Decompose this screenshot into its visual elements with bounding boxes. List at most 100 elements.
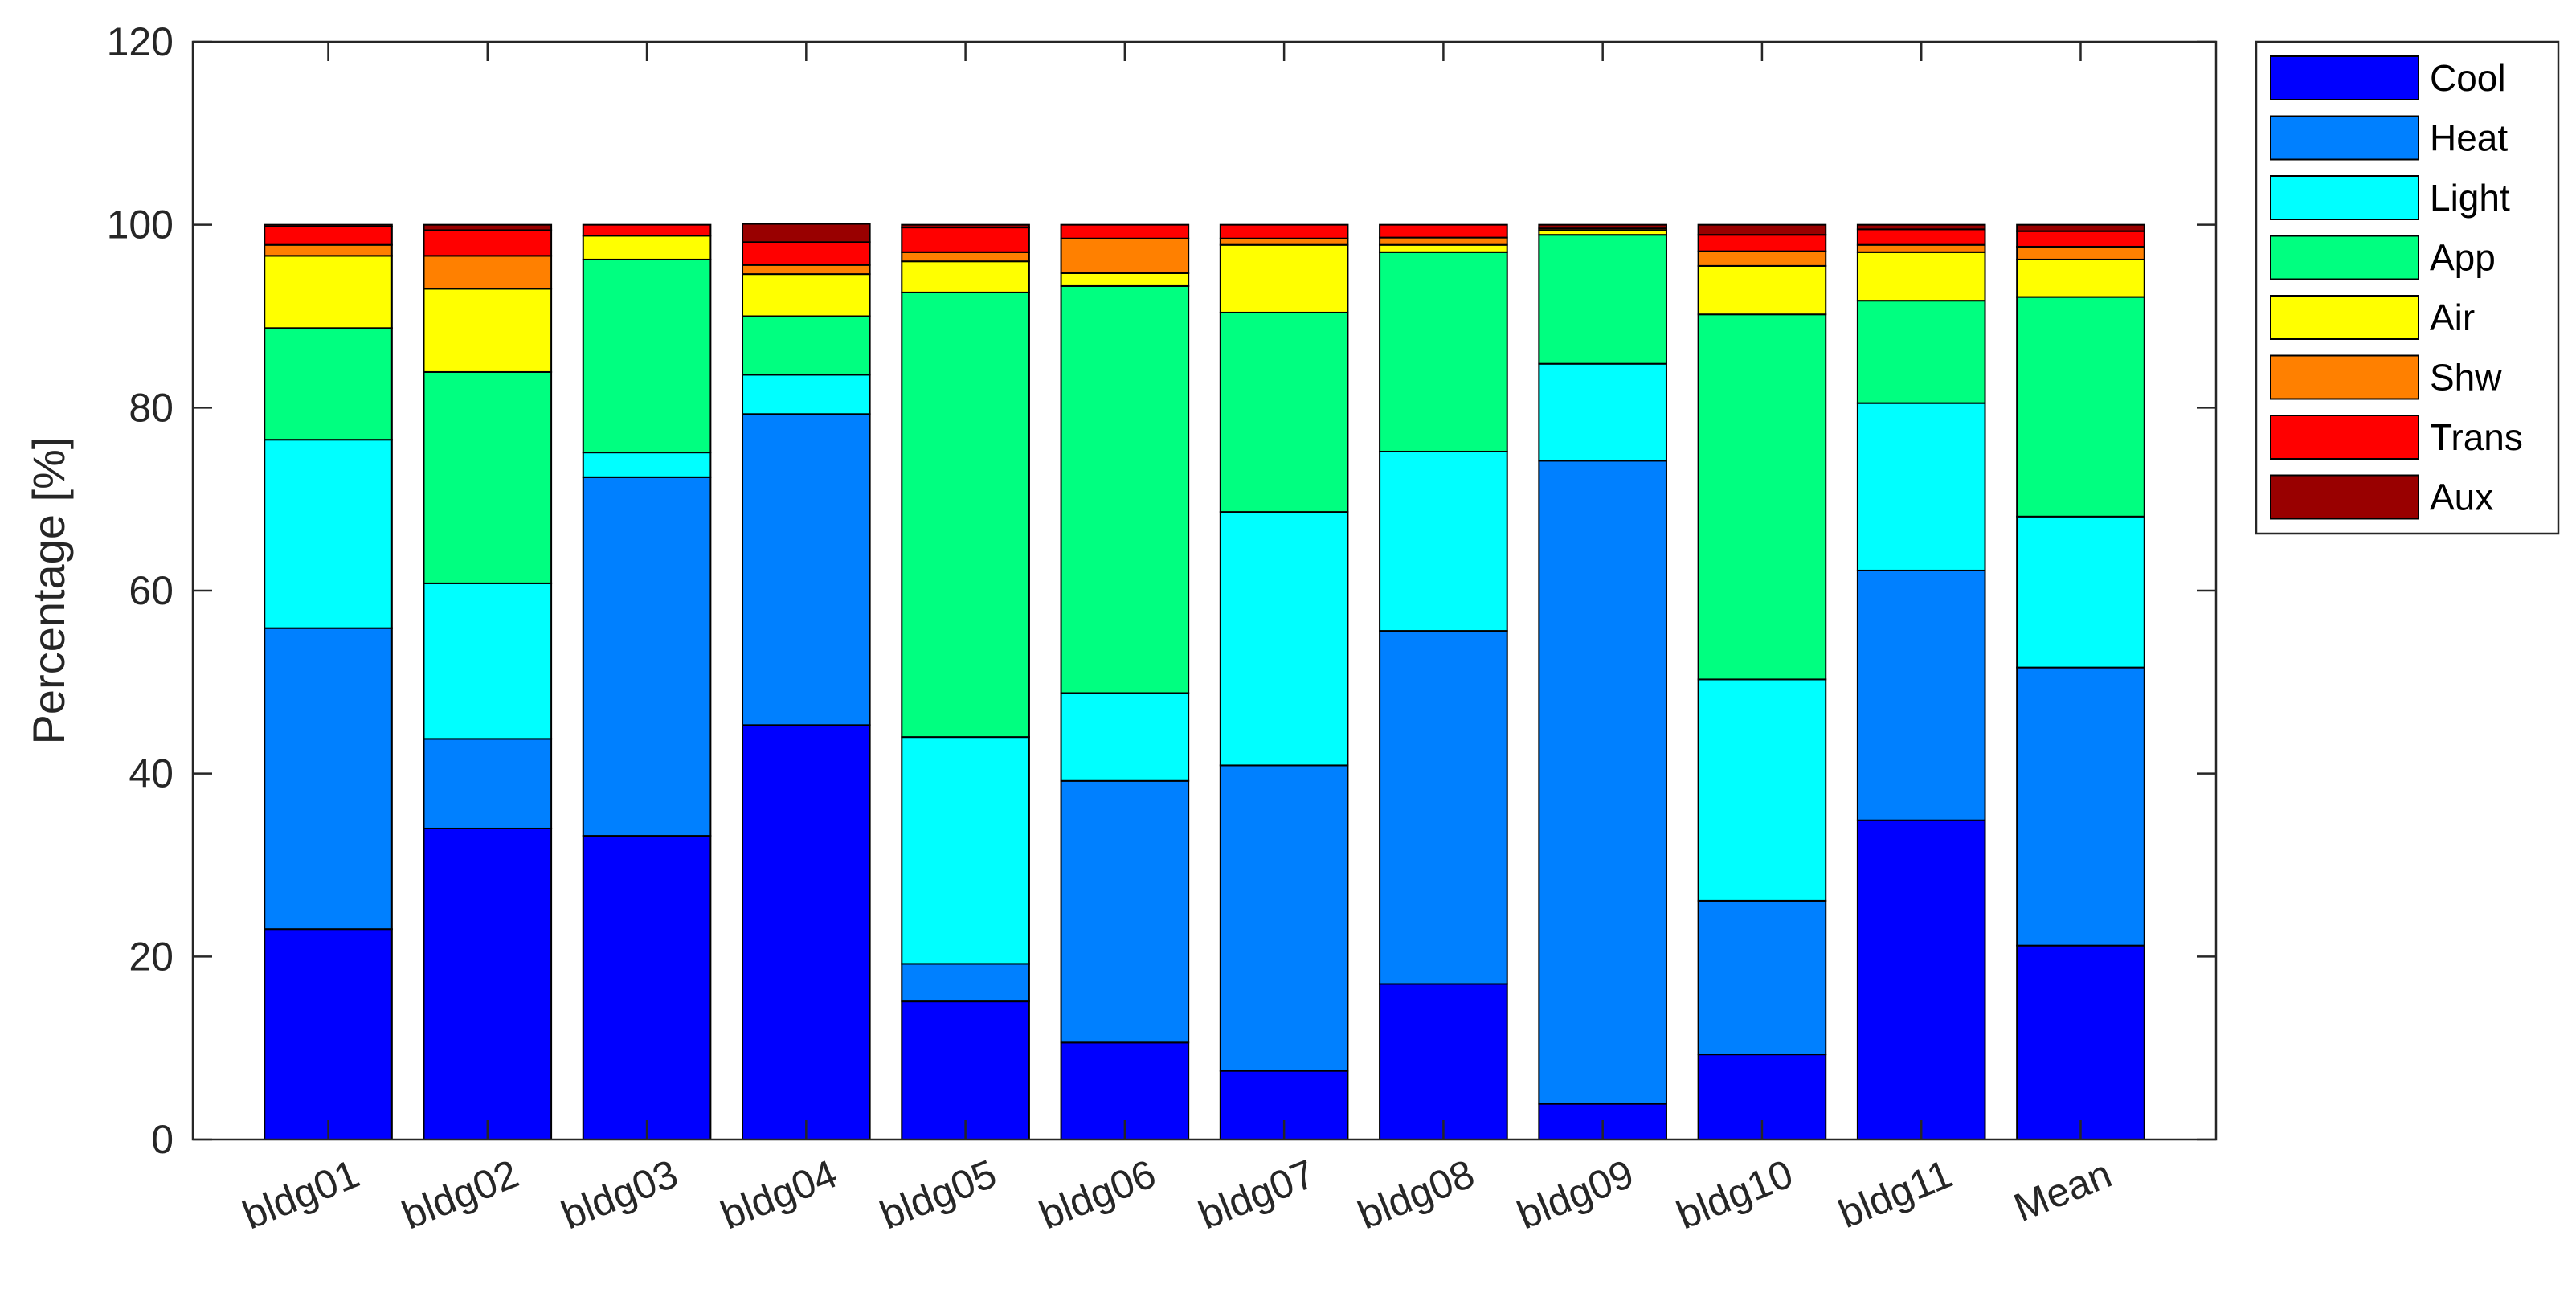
x-tick-label-bldg09: bldg09 <box>1511 1151 1640 1238</box>
bar-segment-heat-bldg02 <box>423 738 553 829</box>
bar-segment-heat-bldg08 <box>1379 630 1508 985</box>
y-tick-label: 60 <box>129 568 174 613</box>
bar-segment-trans-bldg06 <box>1060 223 1190 239</box>
bar-segment-app-bldg11 <box>1856 300 1986 404</box>
bar-segment-trans-bldg03 <box>582 223 712 237</box>
bar-segment-app-mean <box>2016 296 2145 518</box>
bar-segment-aux-bldg02 <box>423 223 553 231</box>
bar-segment-shw-bldg11 <box>1856 243 1986 253</box>
bar-segment-cool-bldg08 <box>1379 983 1508 1140</box>
bar-segment-light-bldg03 <box>582 452 712 478</box>
x-tick-label-bldg07: bldg07 <box>1192 1151 1321 1238</box>
bar-segment-air-bldg08 <box>1379 243 1508 253</box>
bar-segment-app-bldg08 <box>1379 251 1508 452</box>
y-tick-label: 0 <box>151 1117 174 1162</box>
bar-segment-shw-bldg05 <box>901 251 1030 263</box>
bar-segment-heat-bldg10 <box>1697 899 1827 1056</box>
bar-segment-cool-bldg02 <box>423 827 553 1140</box>
bar-segment-aux-bldg01 <box>264 223 393 227</box>
bar-stacks <box>264 223 2145 1141</box>
legend-swatch-cool <box>2270 55 2419 100</box>
bar-segment-air-bldg01 <box>264 255 393 329</box>
bar-segment-aux-bldg09 <box>1538 223 1667 230</box>
bar-segment-air-bldg06 <box>1060 272 1190 287</box>
bar-segment-heat-bldg09 <box>1538 460 1667 1105</box>
legend-label-aux: Aux <box>2430 477 2493 518</box>
y-tick-label: 100 <box>107 203 174 248</box>
bar-segment-app-bldg10 <box>1697 313 1827 681</box>
bar-segment-light-mean <box>2016 515 2145 669</box>
legend-label-heat: Heat <box>2430 117 2508 159</box>
legend-swatch-light <box>2270 175 2419 220</box>
bar-segment-cool-bldg01 <box>264 928 393 1141</box>
bar-segment-shw-bldg01 <box>264 243 393 257</box>
bar-segment-app-bldg05 <box>901 291 1030 739</box>
bar-segment-trans-bldg07 <box>1219 223 1349 239</box>
bar-segment-trans-mean <box>2016 230 2145 248</box>
bar-segment-app-bldg01 <box>264 327 393 441</box>
bar-segment-air-bldg10 <box>1697 264 1827 316</box>
x-tick-label-bldg06: bldg06 <box>1033 1151 1162 1238</box>
y-tick-label: 80 <box>129 385 174 430</box>
bar-segment-trans-bldg02 <box>423 229 553 257</box>
bar-segment-light-bldg02 <box>423 582 553 740</box>
bar-segment-light-bldg01 <box>264 439 393 629</box>
legend-label-app: App <box>2430 237 2496 279</box>
bar-segment-aux-bldg04 <box>742 223 871 243</box>
bar-segment-air-mean <box>2016 258 2145 298</box>
x-tick-label-bldg05: bldg05 <box>874 1151 1003 1238</box>
bar-segment-air-bldg03 <box>582 235 712 260</box>
bar-segment-light-bldg10 <box>1697 678 1827 902</box>
bar-segment-shw-bldg02 <box>423 255 553 290</box>
bar-segment-aux-bldg05 <box>901 223 1030 229</box>
x-tick-label-bldg03: bldg03 <box>555 1151 684 1238</box>
bar-segment-aux-bldg11 <box>1856 223 1986 231</box>
legend-swatch-heat <box>2270 115 2419 161</box>
bar-segment-air-bldg04 <box>742 273 871 317</box>
legend-swatch-air <box>2270 295 2419 340</box>
bar-segment-heat-bldg04 <box>742 413 871 726</box>
bar-segment-light-bldg09 <box>1538 362 1667 462</box>
bar-segment-heat-bldg06 <box>1060 779 1190 1044</box>
bar-segment-aux-bldg10 <box>1697 223 1827 236</box>
bar-segment-shw-bldg08 <box>1379 236 1508 246</box>
bar-segment-cool-bldg05 <box>901 1000 1030 1140</box>
bar-segment-trans-bldg10 <box>1697 234 1827 252</box>
bar-segment-shw-bldg06 <box>1060 237 1190 274</box>
legend-swatch-trans <box>2270 415 2419 460</box>
legend-swatch-app <box>2270 235 2419 280</box>
legend-label-light: Light <box>2430 177 2510 219</box>
bar-segment-air-bldg11 <box>1856 251 1986 302</box>
bar-segment-cool-mean <box>2016 944 2145 1141</box>
bar-segment-trans-bldg05 <box>901 227 1030 253</box>
bar-segment-heat-bldg07 <box>1219 764 1349 1072</box>
legend: Cool Heat Light App Air Shw Trans Aux <box>2255 40 2560 535</box>
bar-segment-air-bldg02 <box>423 288 553 373</box>
legend-label-air: Air <box>2430 297 2475 338</box>
bar-segment-trans-bldg01 <box>264 225 393 246</box>
y-tick-label: 20 <box>129 934 174 979</box>
bar-segment-app-bldg07 <box>1219 311 1349 513</box>
bar-segment-cool-bldg11 <box>1856 819 1986 1140</box>
bar-segment-heat-mean <box>2016 666 2145 947</box>
bar-segment-trans-bldg04 <box>742 241 871 266</box>
bar-segment-heat-bldg11 <box>1856 569 1986 821</box>
y-axis-ticks: 0 20 40 60 80 100 120 <box>107 19 2216 1162</box>
bar-segment-shw-bldg10 <box>1697 250 1827 267</box>
bar-segment-trans-bldg11 <box>1856 228 1986 246</box>
bar-segment-app-bldg02 <box>423 370 553 584</box>
legend-label-trans: Trans <box>2430 416 2523 458</box>
y-tick-label: 40 <box>129 751 174 796</box>
legend-label-shw: Shw <box>2430 357 2502 399</box>
x-tick-label-bldg10: bldg10 <box>1670 1151 1799 1238</box>
bar-segment-heat-bldg05 <box>901 963 1030 1003</box>
bar-segment-shw-bldg07 <box>1219 237 1349 246</box>
y-axis-label: Percentage [%] <box>23 437 74 745</box>
bar-segment-shw-mean <box>2016 245 2145 260</box>
bar-segment-cool-bldg03 <box>582 835 712 1140</box>
legend-swatch-aux <box>2270 474 2419 520</box>
bar-segment-trans-bldg08 <box>1379 223 1508 239</box>
x-tick-label-bldg11: bldg11 <box>1833 1151 1959 1237</box>
y-tick-label: 120 <box>107 19 174 64</box>
bar-segment-light-bldg05 <box>901 736 1030 965</box>
